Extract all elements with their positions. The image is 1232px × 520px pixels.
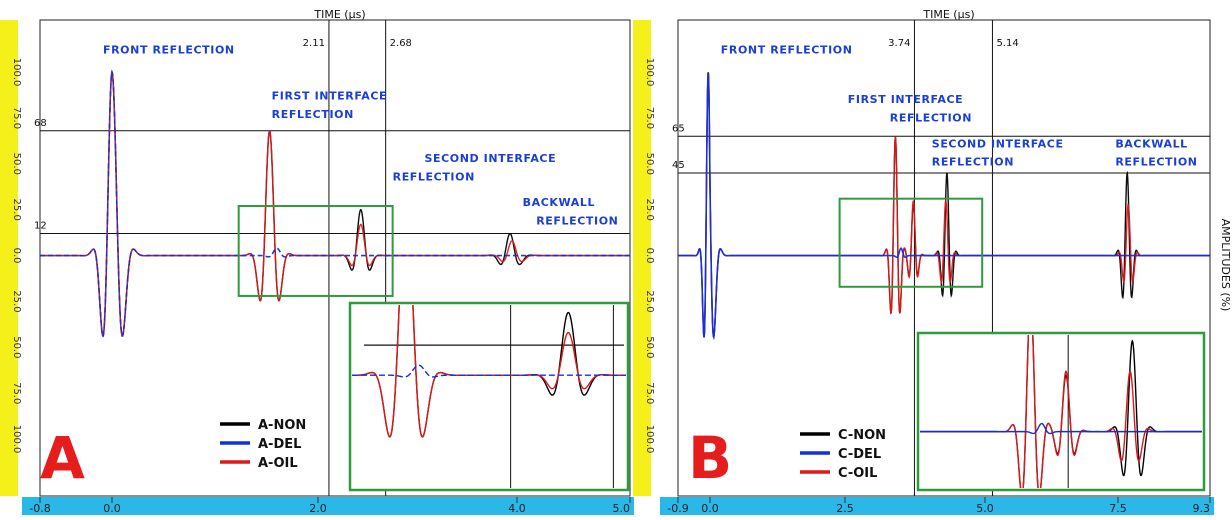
y-tick-label: 100.0 — [644, 58, 655, 87]
annotation-label: BACKWALL — [523, 196, 595, 209]
x-tick-label: 2.0 — [309, 502, 327, 515]
chart-panel-a: 100.0 75.0 50.0 25.0 0.0 25.0 50.0 75.0 100.0 -0.… — [0, 8, 650, 515]
zoom-inset — [348, 301, 630, 492]
cursor-y-label: 12 — [34, 221, 47, 232]
legend-label: C-NON — [838, 428, 886, 443]
y-tick-label: 25.0 — [11, 199, 22, 221]
x-axis-band — [22, 497, 634, 515]
panel-label: A — [40, 424, 85, 492]
x-tick-label: 0.0 — [103, 502, 121, 515]
cursor-x-label: 2.68 — [390, 38, 412, 49]
annotation-label: REFLECTION — [272, 108, 354, 121]
y-tick-label: 0.0 — [644, 248, 655, 264]
x-tick-label: 2.5 — [836, 502, 854, 515]
legend-label: C-DEL — [838, 447, 881, 462]
legend: A-NON A-DEL A-OIL — [220, 418, 306, 471]
legend: C-NON C-DEL C-OIL — [800, 428, 886, 481]
x-tick-label: 9.3 — [1193, 502, 1211, 515]
annotation-label: REFLECTION — [536, 214, 618, 227]
annotation-label: SECOND INTERFACE — [932, 137, 1064, 150]
annotation-label: REFLECTION — [393, 170, 475, 183]
legend-label: A-NON — [258, 418, 306, 433]
x-tick-label: -0.9 — [667, 502, 688, 515]
zoom-inset — [916, 331, 1206, 492]
inset-waveforms — [920, 335, 1202, 488]
series-line-c-del — [678, 72, 1210, 340]
x-axis-label: TIME (µs) — [313, 8, 365, 21]
y-tick-label: 100.0 — [644, 425, 655, 454]
inset-series-a-del — [352, 364, 626, 378]
annotation-label: REFLECTION — [932, 156, 1014, 169]
annotation-label: FRONT REFLECTION — [103, 44, 235, 57]
waveforms — [40, 69, 630, 338]
cursor-y-label: 45 — [672, 160, 685, 171]
y-tick-label: 25.0 — [644, 290, 655, 312]
y-tick-label: 100.0 — [11, 58, 22, 87]
annotation-label: REFLECTION — [1115, 156, 1197, 169]
y-tick-label: 50.0 — [11, 153, 22, 175]
x-tick-label: -0.8 — [29, 502, 50, 515]
x-axis-label: TIME (µs) — [922, 8, 974, 21]
annotation-label: FRONT REFLECTION — [721, 44, 853, 57]
y-tick-label: 75.0 — [644, 107, 655, 129]
series-line-a-del — [40, 69, 630, 338]
x-tick-label: 7.5 — [1109, 502, 1127, 515]
x-tick-label: 5.0 — [976, 502, 994, 515]
y-tick-label: 25.0 — [11, 290, 22, 312]
y-tick-label: 0.0 — [11, 248, 22, 264]
y-tick-label: 75.0 — [11, 382, 22, 404]
x-axis-band — [660, 497, 1214, 515]
annotation-label: BACKWALL — [1115, 137, 1187, 150]
cursor-x-label: 5.14 — [996, 38, 1018, 49]
cursor-x-label: 3.74 — [888, 38, 910, 49]
y-tick-label: 25.0 — [644, 199, 655, 221]
y-axis-label: AMPLITUDES (%) — [1219, 219, 1232, 312]
y-tick-label: 50.0 — [11, 336, 22, 358]
waveforms — [678, 72, 1210, 340]
y-tick-label: 100.0 — [11, 425, 22, 454]
inset-waveforms — [352, 305, 626, 488]
y-tick-label: 75.0 — [11, 107, 22, 129]
y-axis-band — [633, 20, 651, 496]
cursor-x-label: 2.11 — [303, 38, 325, 49]
annotation-label: FIRST INTERFACE — [272, 90, 387, 103]
annotation-label: FIRST INTERFACE — [848, 93, 963, 106]
legend-label: A-OIL — [258, 456, 298, 471]
annotation-label: REFLECTION — [890, 112, 972, 125]
cursor-y-label: 68 — [34, 118, 47, 129]
x-tick-label: 5.0 — [613, 502, 631, 515]
y-tick-label: 50.0 — [644, 153, 655, 175]
inset-frame — [348, 301, 630, 492]
y-tick-label: 50.0 — [644, 336, 655, 358]
annotation-label: SECOND INTERFACE — [424, 152, 556, 165]
cursor-y-label: 65 — [672, 123, 685, 134]
chart-panel-b: 100.0 75.0 50.0 25.0 0.0 25.0 50.0 75.0 100.0 -0.… — [633, 8, 1232, 515]
x-tick-label: 4.0 — [508, 502, 526, 515]
y-axis-band — [0, 20, 18, 496]
inset-frame — [916, 331, 1206, 492]
x-tick-label: 0.0 — [701, 502, 719, 515]
panel-label: B — [688, 424, 732, 492]
y-tick-label: 75.0 — [644, 382, 655, 404]
inset-series-c-del — [920, 422, 1202, 435]
legend-label: C-OIL — [838, 466, 877, 481]
zoom-window — [838, 197, 984, 288]
zoom-window — [237, 205, 394, 297]
legend-label: A-DEL — [258, 437, 301, 452]
